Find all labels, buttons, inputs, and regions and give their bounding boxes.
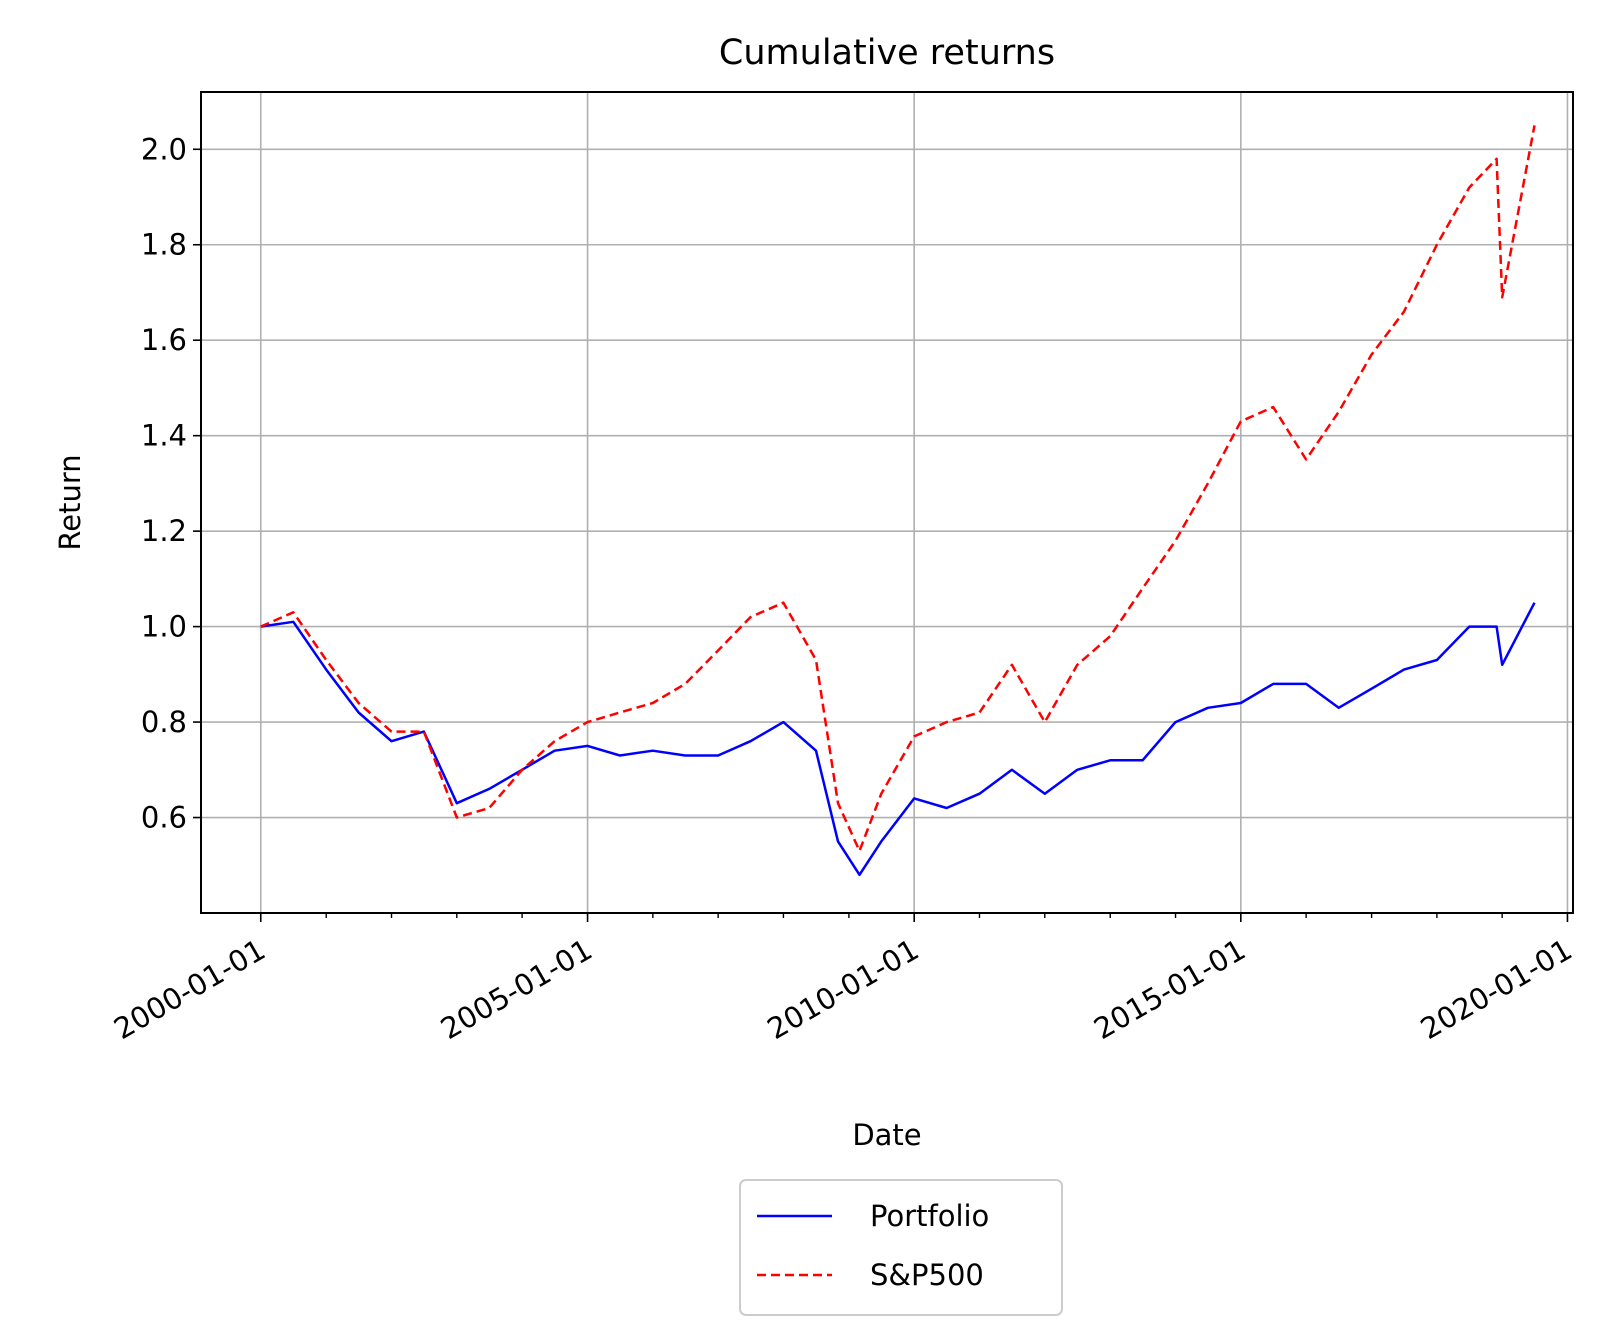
legend-label-portfolio: Portfolio [870, 1199, 989, 1233]
y-tick-label: 1.8 [141, 228, 187, 262]
y-tick-label: 0.8 [141, 705, 187, 739]
x-axis-label: Date [852, 1118, 921, 1152]
y-axis-label: Return [53, 454, 87, 550]
y-tick-label: 0.6 [141, 801, 187, 835]
y-tick-label: 1.0 [141, 610, 187, 644]
legend-box [739, 1179, 1063, 1316]
plot-area-frame [200, 91, 1574, 914]
gridlines [201, 92, 1573, 913]
legend-label-sp500: S&P500 [870, 1258, 984, 1292]
chart-title: Cumulative returns [719, 33, 1055, 73]
legend: Portfolio S&P500 [739, 1179, 1063, 1316]
series-line-sp500 [260, 125, 1536, 853]
y-tick-label: 1.2 [141, 514, 187, 548]
y-tick-label: 1.6 [141, 323, 187, 357]
y-tick-label: 1.4 [141, 419, 187, 453]
series-line-portfolio [260, 602, 1536, 877]
y-tick-label: 2.0 [141, 132, 187, 166]
series-lines [260, 125, 1536, 877]
